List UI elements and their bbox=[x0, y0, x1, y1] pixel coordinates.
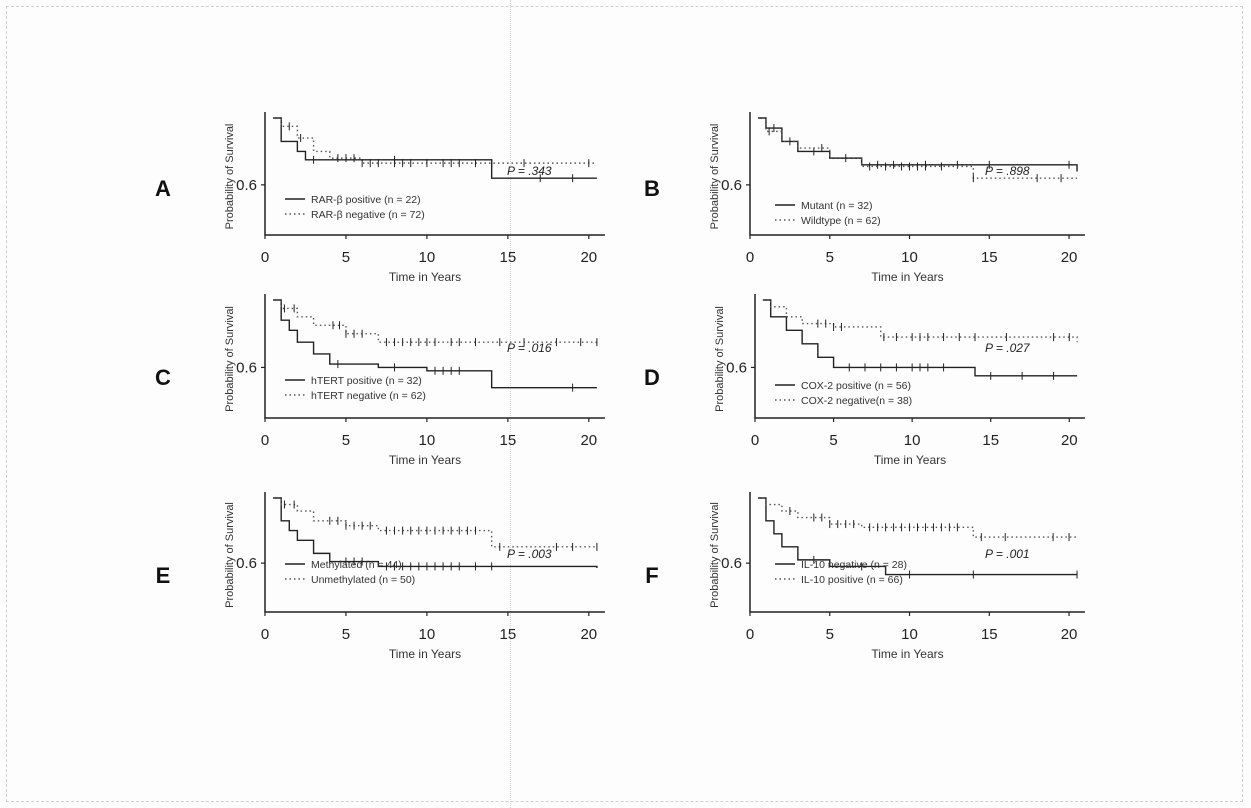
survival-curve-2 bbox=[273, 497, 597, 548]
p-value: P = .016 bbox=[507, 341, 552, 355]
survival-curve-1 bbox=[273, 497, 598, 569]
axis-lines bbox=[264, 492, 605, 613]
x-axis-label: Time in Years bbox=[389, 270, 461, 284]
x-tick-label: 0 bbox=[751, 432, 759, 449]
y-axis-label: Probability of Survival bbox=[714, 306, 726, 412]
p-value: P = .001 bbox=[985, 547, 1030, 561]
x-axis-label: Time in Years bbox=[871, 270, 943, 284]
x-tick-label: 5 bbox=[829, 432, 837, 449]
y-tick-label: 0.6 bbox=[236, 555, 257, 572]
x-axis-label: Time in Years bbox=[389, 647, 461, 661]
y-axis-label: Probability of Survival bbox=[224, 124, 236, 230]
panel-letter: D bbox=[644, 365, 660, 390]
x-axis-label: Time in Years bbox=[389, 453, 461, 467]
axis-lines bbox=[749, 492, 1085, 613]
y-axis-label: Probability of Survival bbox=[709, 502, 721, 608]
x-tick-label: 5 bbox=[342, 432, 350, 449]
p-value: P = .898 bbox=[985, 164, 1030, 178]
survival-curve-1 bbox=[273, 299, 597, 389]
x-tick-label: 0 bbox=[746, 626, 754, 643]
legend-label: IL-10 positive (n = 66) bbox=[801, 574, 903, 586]
x-tick-label: 5 bbox=[826, 626, 834, 643]
legend-label: Wildtype (n = 62) bbox=[801, 215, 881, 227]
scan-fold-line bbox=[510, 0, 511, 808]
p-value: P = .343 bbox=[507, 164, 552, 178]
x-axis-label: Time in Years bbox=[871, 647, 943, 661]
x-tick-label: 5 bbox=[342, 249, 350, 266]
legend-label: Mutant (n = 32) bbox=[801, 200, 873, 212]
legend-label: COX-2 negative(n = 38) bbox=[801, 395, 912, 407]
x-tick-label: 20 bbox=[1061, 249, 1078, 266]
legend-label: Unmethylated (n = 50) bbox=[311, 574, 415, 586]
x-tick-label: 10 bbox=[419, 249, 436, 266]
page-border bbox=[6, 6, 1243, 802]
panel-letter: E bbox=[156, 563, 171, 588]
x-tick-label: 20 bbox=[1061, 626, 1078, 643]
survival-curve-1 bbox=[757, 497, 1078, 576]
x-tick-label: 0 bbox=[261, 626, 269, 643]
y-tick-label: 0.6 bbox=[236, 359, 257, 376]
x-tick-label: 0 bbox=[261, 249, 269, 266]
survival-curve-2 bbox=[273, 117, 597, 164]
legend-label: Methylated (n = 44) bbox=[311, 559, 402, 571]
survival-curve-2 bbox=[757, 117, 1078, 179]
x-tick-label: 10 bbox=[419, 626, 436, 643]
x-tick-label: 15 bbox=[500, 626, 517, 643]
panel-letter: A bbox=[155, 176, 171, 201]
survival-curve-2 bbox=[757, 497, 1078, 538]
panel-letter: C bbox=[155, 365, 171, 390]
y-axis-label: Probability of Survival bbox=[709, 124, 721, 230]
x-tick-label: 20 bbox=[580, 626, 597, 643]
survival-curve-2 bbox=[273, 299, 597, 343]
x-tick-label: 5 bbox=[826, 249, 834, 266]
legend-label: IL-10 negative (n = 28) bbox=[801, 559, 907, 571]
x-axis-label: Time in Years bbox=[874, 453, 946, 467]
y-tick-label: 0.6 bbox=[236, 177, 257, 194]
x-tick-label: 10 bbox=[904, 432, 921, 449]
x-tick-label: 10 bbox=[901, 626, 918, 643]
survival-curve-1 bbox=[762, 299, 1078, 377]
legend-label: hTERT positive (n = 32) bbox=[311, 375, 422, 387]
x-tick-label: 10 bbox=[419, 432, 436, 449]
survival-curve-2 bbox=[762, 299, 1078, 343]
y-tick-label: 0.6 bbox=[721, 555, 742, 572]
x-tick-label: 15 bbox=[982, 432, 999, 449]
x-tick-label: 20 bbox=[1061, 432, 1078, 449]
legend-label: RAR-β positive (n = 22) bbox=[311, 194, 421, 206]
x-tick-label: 15 bbox=[500, 249, 517, 266]
legend-label: RAR-β negative (n = 72) bbox=[311, 209, 425, 221]
p-value: P = .003 bbox=[507, 547, 552, 561]
legend-label: hTERT negative (n = 62) bbox=[311, 390, 426, 402]
y-axis-label: Probability of Survival bbox=[224, 502, 236, 608]
x-tick-label: 15 bbox=[981, 626, 998, 643]
x-tick-label: 15 bbox=[500, 432, 517, 449]
x-tick-label: 20 bbox=[580, 249, 597, 266]
panel-letter: B bbox=[644, 176, 660, 201]
y-tick-label: 0.6 bbox=[721, 177, 742, 194]
legend-label: COX-2 positive (n = 56) bbox=[801, 380, 911, 392]
x-tick-label: 5 bbox=[342, 626, 350, 643]
x-tick-label: 20 bbox=[580, 432, 597, 449]
x-tick-label: 0 bbox=[261, 432, 269, 449]
p-value: P = .027 bbox=[985, 341, 1031, 355]
y-tick-label: 0.6 bbox=[726, 359, 747, 376]
x-tick-label: 0 bbox=[746, 249, 754, 266]
x-tick-label: 15 bbox=[981, 249, 998, 266]
y-axis-label: Probability of Survival bbox=[224, 306, 236, 412]
x-tick-label: 10 bbox=[901, 249, 918, 266]
panel-letter: F bbox=[645, 563, 658, 588]
